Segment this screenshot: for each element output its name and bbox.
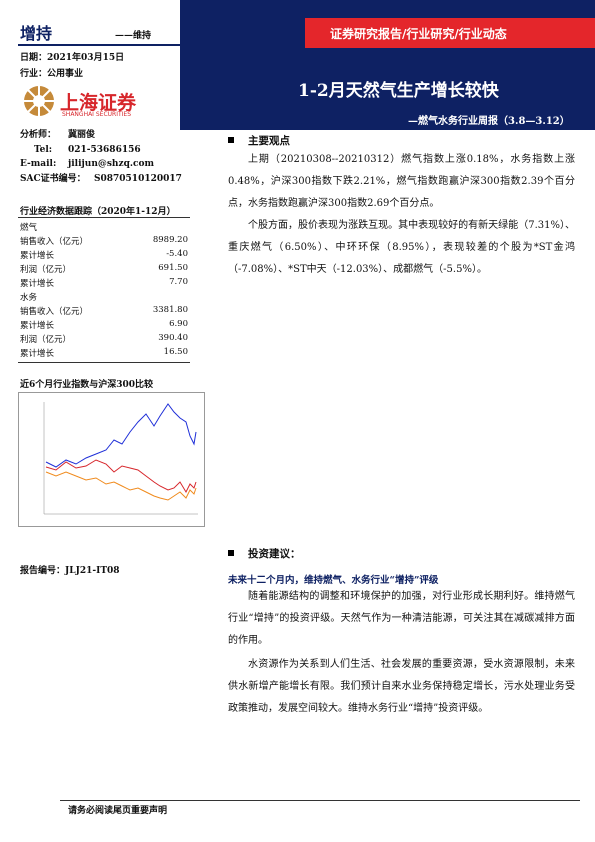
cell-label: 水务 (20, 293, 38, 303)
table-row: 累计增长 7.70 (20, 277, 188, 289)
table-row: 利润（亿元） 691.50 (20, 263, 188, 275)
cell-value: 390.40 (158, 333, 188, 343)
table-row: 销售收入（亿元） 8989.20 (20, 235, 188, 247)
cell-label: 销售收入（亿元） (20, 307, 89, 317)
value: 冀丽俊 (68, 130, 96, 140)
rule (205, 127, 575, 128)
table-row: 利润（亿元） 390.40 (20, 333, 188, 345)
cell-value: 6.90 (169, 319, 188, 329)
rule (18, 362, 190, 363)
cell-label: 累计增长 (20, 321, 55, 331)
paragraph: 上期（20210308--20210312）燃气指数上涨0.18%，水务指数上涨… (228, 154, 575, 209)
table-row: 累计增长 16.50 (20, 347, 188, 359)
logo-name-en: SHANGHAI SECURITIES (62, 111, 132, 118)
paragraph: 随着能源结构的调整和环境保护的加强，对行业形成长期利好。维持燃气行业“增持”的投… (228, 591, 575, 646)
cell-label: 燃气 (20, 223, 38, 233)
heading: 主要观点 (248, 135, 290, 147)
cell-label: 销售收入（亿元） (20, 237, 89, 247)
header-red-bar (305, 18, 595, 48)
industry: 行业：公用事业 (20, 69, 84, 79)
cell-value: 8989.20 (152, 235, 188, 245)
logo-name: 上海证券 (60, 92, 137, 114)
rule (18, 217, 190, 218)
value: 021-53686156 (68, 144, 141, 155)
label: SAC证书编号： (20, 173, 86, 184)
label: 分析师： (20, 130, 57, 140)
subtitle: —燃气水务行业周报（3.8—3.12） (408, 116, 570, 127)
cell-value: 3381.80 (152, 305, 188, 315)
cell-label: 累计增长 (20, 279, 55, 289)
table-row: 累计增长 6.90 (20, 319, 188, 331)
cell-label: 利润（亿元） (20, 265, 72, 275)
footer: 请务必阅读尾页重要声明 (68, 806, 168, 816)
cell-label: 利润（亿元） (20, 335, 72, 345)
paragraph: 水资源作为关系到人们生活、社会发展的重要资源，受水资源限制，未来供水新增产能增长… (228, 659, 575, 714)
bullet (228, 137, 234, 143)
cell-value: 691.50 (158, 263, 188, 273)
table-row: 累计增长 -5.40 (20, 249, 188, 261)
rule (18, 44, 180, 46)
paragraph: 个股方面，股价表现为涨跌互现。其中表现较好的有新天绿能（7.31%）、重庆燃气（… (228, 220, 575, 275)
label: E-mail: (20, 159, 57, 169)
rating: 增持 (20, 24, 53, 43)
rule (60, 800, 580, 801)
report-no: 报告编号：JLJ21-IT08 (20, 566, 120, 576)
rating-change: ——维持 (115, 31, 152, 41)
cell-label: 累计增长 (20, 349, 55, 359)
analyst-labels: 分析师： Tel: E-mail: SAC证书编号： (20, 128, 86, 186)
bullet (228, 550, 234, 556)
label: Tel: (34, 144, 53, 155)
title: 1-2月天然气生产增长较快 (298, 81, 499, 101)
table-row: 销售收入（亿元） 3381.80 (20, 305, 188, 317)
cell-value: -5.40 (166, 249, 188, 259)
value: jilijun@shzq.com (68, 159, 155, 169)
cell-label: 累计增长 (20, 251, 55, 261)
subheading: 未来十二个月内，维持燃气、水务行业“增持”评级 (228, 575, 439, 586)
table-title: 行业经济数据跟踪（2020年1-12月） (20, 207, 176, 217)
cell-value: 7.70 (169, 277, 188, 287)
date: 日期：2021年03月15日 (20, 53, 125, 63)
chart-title: 近6个月行业指数与沪深300比较 (20, 380, 154, 390)
analyst-values: 冀丽俊 021-53686156 jilijun@shzq.com S08705… (68, 128, 182, 186)
cell-value: 16.50 (163, 347, 188, 357)
chart-image (18, 392, 205, 527)
table-row: 水务 (20, 291, 188, 303)
value: S0870510120017 (94, 173, 182, 184)
heading: 投资建议： (248, 548, 301, 560)
report-type: 证券研究报告/行业研究/行业动态 (330, 27, 507, 41)
table-row: 燃气 (20, 221, 188, 233)
logo-icon (24, 86, 54, 116)
